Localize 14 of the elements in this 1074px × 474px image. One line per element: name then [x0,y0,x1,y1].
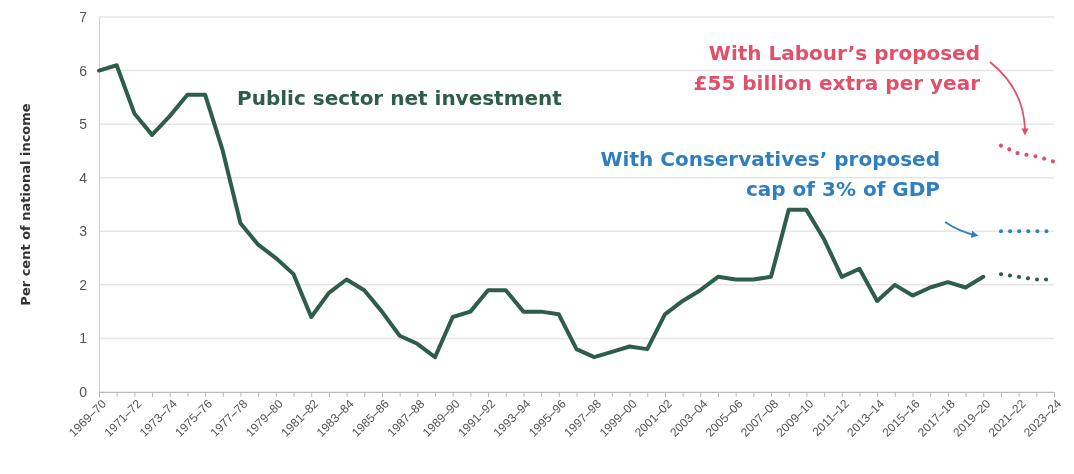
y-tick-label: 1 [79,330,88,347]
y-tick-label: 6 [79,62,88,79]
line-series [998,143,1056,164]
text: With Conservatives’ proposed cap of 3% of GDP [600,147,940,201]
y-tick-label: 2 [79,276,88,293]
y-tick-label: 4 [79,169,88,186]
text: With Labour’s proposed £55 billion extra per year [693,41,981,95]
y-tick-label: 5 [79,116,88,133]
y-tick-label: 7 [79,8,88,25]
y-axis-title: Per cent of national income [18,103,33,306]
line-series [97,63,986,360]
series-label: Public sector net investment [237,86,563,110]
y-tick-label: 0 [79,383,88,400]
y-tick-label: 3 [79,223,88,240]
